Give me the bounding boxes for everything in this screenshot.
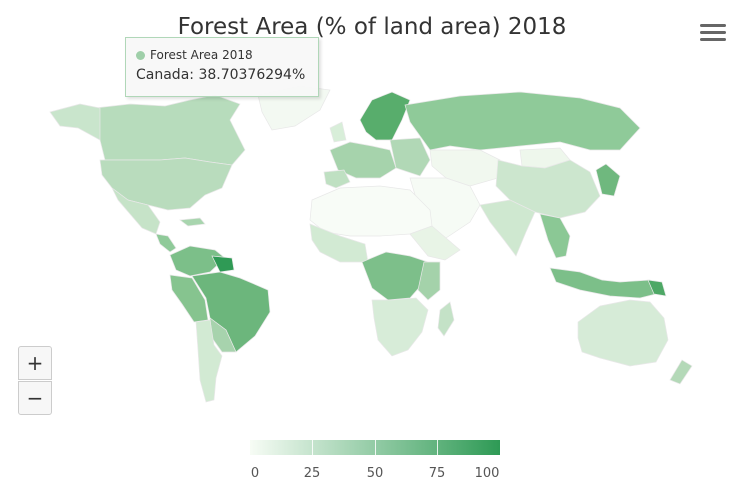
legend-tick bbox=[375, 440, 376, 455]
region-scandinavia[interactable] bbox=[359, 91, 411, 141]
hamburger-menu-icon[interactable] bbox=[700, 24, 726, 46]
region-indonesia[interactable] bbox=[549, 267, 665, 299]
region-alaska[interactable] bbox=[49, 103, 101, 141]
region-central-america[interactable] bbox=[155, 233, 177, 253]
legend-tick bbox=[312, 440, 313, 455]
region-canada[interactable] bbox=[53, 94, 246, 166]
region-uk[interactable] bbox=[329, 121, 347, 143]
region-argentina-chile[interactable] bbox=[195, 319, 223, 403]
region-china[interactable] bbox=[495, 159, 601, 219]
region-southeast-asia[interactable] bbox=[539, 213, 571, 259]
region-west-africa[interactable] bbox=[309, 223, 369, 263]
zoom-in-button[interactable]: + bbox=[18, 346, 52, 380]
legend-label: 50 bbox=[366, 466, 384, 481]
region-india[interactable] bbox=[479, 199, 536, 257]
region-guianas[interactable] bbox=[211, 255, 235, 273]
region-kazakhstan-central-asia[interactable] bbox=[429, 149, 501, 187]
region-east-africa[interactable] bbox=[417, 261, 441, 301]
region-new-zealand[interactable] bbox=[669, 359, 693, 385]
region-eastern-europe[interactable] bbox=[389, 137, 431, 177]
legend-label: 25 bbox=[303, 466, 321, 481]
region-japan-korea[interactable] bbox=[595, 163, 621, 197]
region-central-africa[interactable] bbox=[361, 251, 429, 301]
region-russia[interactable] bbox=[404, 91, 641, 151]
tooltip-point-value: Canada: 38.70376294% bbox=[136, 67, 306, 83]
region-southern-africa[interactable] bbox=[371, 297, 429, 357]
legend-label: 0 bbox=[250, 466, 260, 481]
legend-tick bbox=[437, 440, 438, 455]
legend-label: 100 bbox=[474, 466, 500, 481]
region-madagascar[interactable] bbox=[437, 301, 455, 337]
region-papua-new-guinea[interactable] bbox=[647, 279, 667, 297]
region-north-africa[interactable] bbox=[309, 185, 433, 237]
tooltip-series-label: Forest Area 2018 bbox=[136, 48, 253, 62]
legend-label: 75 bbox=[428, 466, 446, 481]
tooltip-series-name: Forest Area 2018 bbox=[150, 48, 253, 62]
series-dot-icon bbox=[136, 51, 145, 60]
map-tooltip: Forest Area 2018 Canada: 38.70376294% bbox=[125, 37, 319, 97]
chart-title: Forest Area (% of land area) 2018 bbox=[177, 14, 567, 40]
region-australia[interactable] bbox=[577, 299, 669, 367]
region-iberia[interactable] bbox=[323, 169, 351, 189]
region-caribbean[interactable] bbox=[179, 217, 206, 227]
region-horn-of-africa[interactable] bbox=[409, 225, 461, 261]
region-brazil[interactable] bbox=[191, 271, 271, 353]
zoom-out-button[interactable]: − bbox=[18, 381, 52, 415]
